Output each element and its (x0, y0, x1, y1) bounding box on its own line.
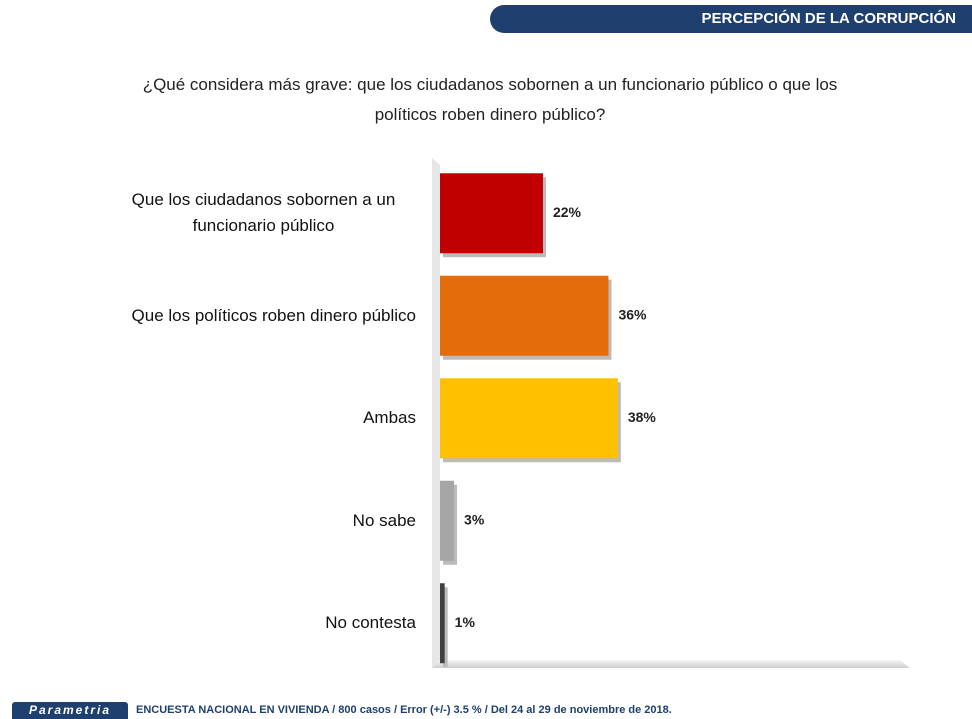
value-label: 36% (618, 306, 647, 322)
bar (440, 583, 445, 664)
category-label: Ambas (363, 408, 416, 428)
wall (432, 158, 440, 668)
category-label: Que los políticos roben dinero público (131, 305, 416, 325)
bar (440, 173, 543, 254)
category-label: No sabe (352, 510, 416, 530)
category-label: Que los ciudadanos sobornen a un funcion… (131, 190, 396, 236)
bar (440, 480, 455, 561)
category-label: No contesta (325, 613, 416, 633)
value-label: 38% (628, 409, 657, 425)
value-label: 1% (455, 614, 476, 630)
bar-shadow (443, 587, 448, 668)
footnote: ENCUESTA NACIONAL EN VIVIENDA / 800 caso… (136, 704, 672, 716)
brand: Parametria (12, 702, 128, 719)
chart-title: ¿Qué considera más grave: que los ciudad… (142, 75, 838, 124)
section-banner: PERCEPCIÓN DE LA CORRUPCIÓN (490, 5, 972, 33)
value-label: 3% (464, 511, 485, 527)
floor (432, 660, 910, 668)
bar (440, 275, 609, 356)
bar (440, 378, 618, 459)
value-label: 22% (553, 204, 582, 220)
